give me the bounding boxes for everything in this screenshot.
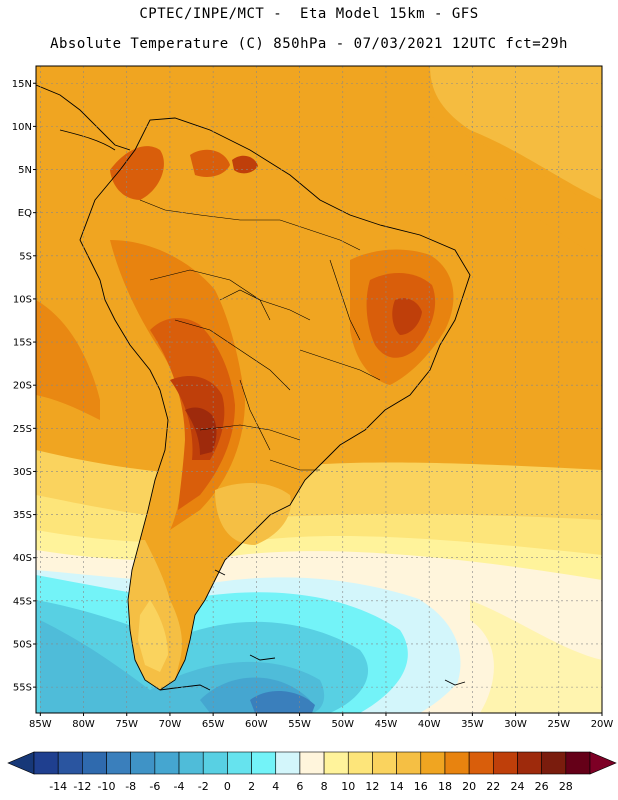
scale-color-box (202, 751, 228, 775)
map-title-line-1: CPTEC/INPE/MCT - Eta Model 15km - GFS (139, 6, 479, 22)
lon-tick-label: 75W (115, 719, 138, 730)
scale-color-box (468, 751, 494, 775)
scale-over-arrow (589, 751, 617, 775)
scale-color-box (154, 751, 180, 775)
scale-color-box (565, 751, 591, 775)
scale-color-box (33, 751, 59, 775)
coastlines (36, 84, 471, 691)
lat-tick-label: 10S (13, 294, 32, 305)
lon-tick-label: 40W (418, 719, 441, 730)
lat-tick-label: 25S (13, 424, 32, 435)
scale-label: -10 (98, 780, 116, 793)
country-borders (139, 199, 381, 471)
lat-tick-label: 50S (13, 639, 32, 650)
scale-color-box (396, 751, 422, 775)
scale-label: 8 (321, 780, 328, 793)
scale-label: 12 (365, 780, 379, 793)
scale-label: 28 (559, 780, 573, 793)
scale-label: -4 (174, 780, 185, 793)
scale-color-box (541, 751, 567, 775)
lat-tick-label: 40S (13, 553, 32, 564)
scale-color-box (130, 751, 156, 775)
graticule (36, 66, 603, 713)
scale-label: 20 (462, 780, 476, 793)
scale-label: 0 (224, 780, 231, 793)
scale-color-box (493, 751, 518, 775)
lat-tick-label: 5N (18, 165, 32, 176)
scale-color-box (420, 751, 446, 775)
scale-label: 6 (296, 780, 303, 793)
scale-label: -12 (73, 780, 91, 793)
scale-label: 2 (248, 780, 255, 793)
scale-color-box (517, 751, 542, 775)
lat-tick-label: 35S (13, 510, 32, 521)
temperature-field (36, 66, 602, 713)
lat-tick-label: 15S (13, 338, 32, 349)
scale-label: 4 (272, 780, 279, 793)
scale-label: 16 (414, 780, 428, 793)
scale-label: 22 (486, 780, 500, 793)
scale-label: -2 (198, 780, 209, 793)
lon-tick-label: 70W (159, 719, 182, 730)
lon-tick-label: 65W (202, 719, 225, 730)
lon-tick-label: 50W (331, 719, 354, 730)
color-scale-bar: -14 -12 -10 -8 -6 -4 -2 0 2 4 6 8 10 12 14 16 18 20 22 24 26… (7, 751, 617, 793)
scale-label: -14 (49, 780, 67, 793)
lat-tick-label: EQ (18, 208, 32, 219)
latitude-ticks: 15N 10N 5N EQ 5S 10S 15S 20S 25S 30S 35S 40S 45S 50S 5… (12, 79, 36, 694)
scale-label: 18 (438, 780, 452, 793)
lon-tick-label: 20W (591, 719, 614, 730)
scale-color-box (299, 751, 325, 775)
lon-tick-label: 30W (504, 719, 527, 730)
scale-color-box (106, 751, 131, 775)
lat-tick-label: 5S (19, 251, 32, 262)
lat-tick-label: 15N (12, 79, 32, 90)
scale-label: -6 (149, 780, 160, 793)
scale-color-box (275, 751, 301, 775)
scale-label: -8 (125, 780, 136, 793)
scale-color-box (251, 751, 277, 775)
map-title-line-2: Absolute Temperature (C) 850hPa - 07/03/… (50, 36, 568, 52)
scale-color-box (372, 751, 397, 775)
lon-tick-label: 85W (29, 719, 52, 730)
scale-label: 24 (510, 780, 524, 793)
scale-color-box (57, 751, 83, 775)
scale-under-arrow (7, 751, 35, 775)
temperature-map: 15N 10N 5N EQ 5S 10S 15S 20S 25S 30S 35S 40S 45S 50S 5… (12, 65, 613, 730)
lon-tick-label: 35W (461, 719, 484, 730)
scale-label: 26 (535, 780, 549, 793)
scale-color-box (227, 751, 252, 775)
lat-tick-label: 30S (13, 467, 32, 478)
lat-tick-label: 55S (13, 683, 32, 694)
scale-color-box (323, 751, 349, 775)
lon-tick-label: 60W (245, 719, 268, 730)
scale-color-box (444, 751, 470, 775)
scale-label: 14 (390, 780, 404, 793)
longitude-ticks: 85W 80W 75W 70W 65W 60W 55W 50W 45W 40W 35W 30W 25W 2… (29, 713, 613, 730)
lon-tick-label: 25W (547, 719, 570, 730)
lat-tick-label: 10N (12, 122, 32, 133)
scale-color-box (178, 751, 204, 775)
map-frame (35, 65, 603, 714)
lon-tick-label: 55W (288, 719, 311, 730)
lon-tick-label: 80W (72, 719, 95, 730)
scale-label: 10 (341, 780, 355, 793)
lat-tick-label: 45S (13, 596, 32, 607)
scale-color-box (82, 751, 107, 775)
scale-color-box (347, 751, 373, 775)
lat-tick-label: 20S (13, 381, 32, 392)
lon-tick-label: 45W (375, 719, 398, 730)
